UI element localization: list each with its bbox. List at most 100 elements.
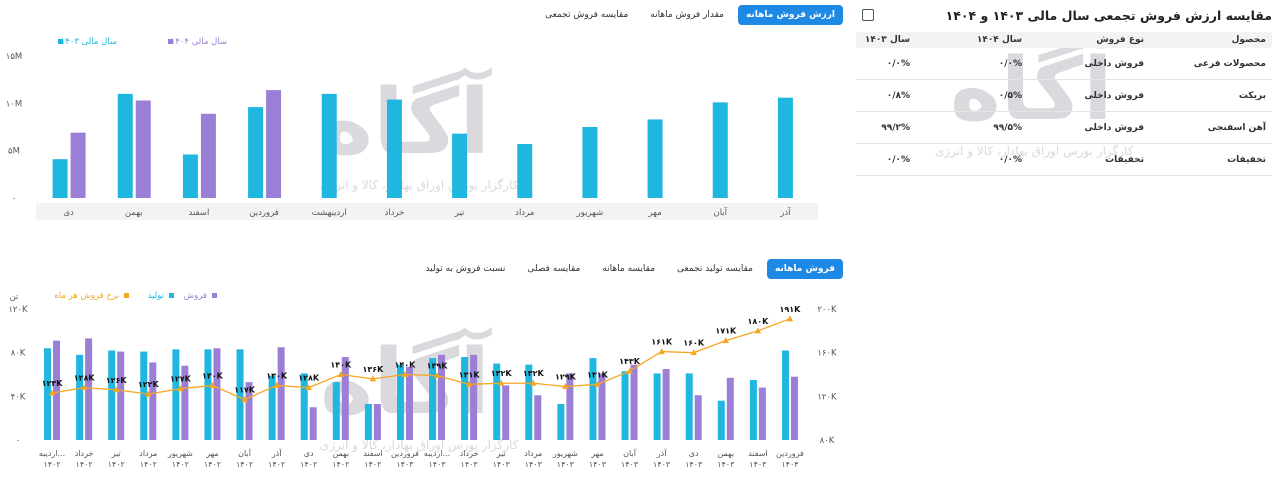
tab-monthly-comparison[interactable]: مقایسه ماهانه <box>602 264 656 274</box>
header-sale-type: نوع فروش <box>1028 32 1150 48</box>
rate-point <box>80 384 88 391</box>
tab-cumulative-production[interactable]: مقایسه تولید تجمعی <box>677 264 753 274</box>
rate-point <box>562 383 569 390</box>
bottom-chart-tabs: فروش ماهانه مقایسه تولید تجمعی مقایسه ما… <box>417 259 843 279</box>
x-tick-label: مرداد <box>515 208 534 218</box>
bar-production <box>589 358 597 440</box>
tab-monthly-sales-value[interactable]: ارزش فروش ماهانه <box>737 5 843 25</box>
bar-production <box>749 379 757 440</box>
x-tick-label: مهر <box>647 208 661 218</box>
cell-1404: ۰/۰% <box>916 48 1028 80</box>
left-y-tick-label: ۱۲۰K <box>8 305 28 315</box>
left-y-tick-label: ۰ <box>16 436 21 446</box>
table-row: آهن اسفنجی فروش داخلی ۹۹/۵% ۹۹/۲% <box>856 111 1272 144</box>
top-chart-tabs: ارزش فروش ماهانه مقدار فروش ماهانه مقایس… <box>537 5 843 25</box>
bar-1403 <box>582 127 598 198</box>
bar-production <box>781 350 789 440</box>
rate-point <box>433 372 441 379</box>
left-y-tick-label: ۴۰K <box>11 392 26 402</box>
rate-point <box>241 396 248 403</box>
x-tick-year: ۱۴۰۳ <box>493 460 511 469</box>
right-y-tick-label: ۱۲۰K <box>817 392 837 402</box>
bar-sales <box>438 354 446 440</box>
tab-monthly-sales[interactable]: فروش ماهانه <box>766 259 843 279</box>
rate-point <box>369 375 377 382</box>
tab-cumulative-sales-comparison[interactable]: مقایسه فروش تجمعی <box>545 10 629 20</box>
x-tick-year: ۱۴۰۳ <box>396 460 414 469</box>
x-tick-month: اسفند <box>748 449 768 458</box>
bar-1404 <box>200 113 216 198</box>
rate-data-label: ۱۷۱K <box>715 327 737 336</box>
bar-production <box>300 373 308 440</box>
cell-product: آهن اسفنجی <box>1150 111 1272 144</box>
x-tick-year: ۱۴۰۳ <box>557 460 575 469</box>
rate-point <box>498 379 505 386</box>
rate-point <box>754 327 762 334</box>
table-header-row: محصول نوع فروش سال ۱۴۰۴ سال ۱۴۰۳ <box>856 32 1272 48</box>
x-tick-year: ۱۴۰۳ <box>685 460 703 469</box>
bar-production <box>268 375 276 440</box>
x-tick-label: خرداد <box>384 208 404 218</box>
x-tick-month: شهریور <box>552 449 578 458</box>
x-tick-year: ۱۴۰۳ <box>717 460 735 469</box>
y-tick-label: ۱۵M <box>6 52 22 62</box>
rate-point <box>465 380 473 387</box>
cell-1403: ۹۹/۲% <box>856 111 916 144</box>
legend-label: نرخ فروش هر ماه <box>54 291 119 301</box>
tab-seasonal-comparison[interactable]: مقایسه فصلی <box>527 264 581 274</box>
legend-swatch <box>124 293 129 298</box>
bar-1403 <box>182 154 198 198</box>
legend-swatch <box>212 293 217 298</box>
rate-data-label: ۱۳۱K <box>459 370 481 379</box>
x-tick-year: ۱۴۰۳ <box>428 460 446 469</box>
y-tick-label: ۰ <box>12 194 17 204</box>
table-icon[interactable] <box>862 9 874 21</box>
x-tick-label: اسفند <box>189 208 210 218</box>
bar-production <box>557 403 565 440</box>
bar-1403 <box>117 93 133 198</box>
tab-sales-to-production-ratio[interactable]: نسبت فروش به تولید <box>425 264 506 274</box>
x-tick-month: مرداد <box>524 449 542 458</box>
tab-monthly-sales-quantity[interactable]: مقدار فروش ماهانه <box>650 10 724 20</box>
rate-data-label: ۱۳۶K <box>362 365 384 374</box>
rate-data-label: ۱۳۰K <box>266 371 288 380</box>
bar-production <box>461 357 469 440</box>
bar-sales <box>309 407 317 440</box>
bar-production <box>108 350 116 440</box>
rate-data-label: ۱۴۳K <box>619 357 641 366</box>
left-axis-label: تن <box>10 292 19 302</box>
bar-production <box>172 349 180 440</box>
rate-data-label: ۱۳۱K <box>587 370 609 379</box>
bar-1403 <box>517 144 533 198</box>
x-tick-year: ۱۴۰۴ <box>781 460 798 469</box>
x-tick-year: ۱۴۰۲ <box>236 460 253 469</box>
bar-sales <box>213 348 221 440</box>
bar-sales <box>85 338 93 440</box>
bar-production <box>332 382 340 440</box>
cell-1403: ۰/۰% <box>856 143 916 176</box>
rate-point <box>594 380 601 387</box>
bar-production <box>493 363 501 440</box>
bar-production <box>717 400 725 440</box>
x-tick-month: آذر <box>656 448 667 458</box>
x-tick-year: ۱۴۰۲ <box>108 460 125 469</box>
x-axis-band <box>36 203 818 220</box>
cell-sale-type: فروش داخلی <box>1028 79 1150 112</box>
rate-point <box>626 367 633 374</box>
rate-point <box>337 371 344 377</box>
x-tick-label: شهریور <box>576 208 604 218</box>
legend-swatch <box>58 39 63 44</box>
rate-data-label: ۱۲۸K <box>74 374 96 383</box>
rate-point <box>690 349 697 356</box>
header-year-1404: سال ۱۴۰۴ <box>916 32 1028 48</box>
x-tick-label: تیر <box>454 208 465 218</box>
bar-sales <box>726 377 734 440</box>
right-y-tick-label: ۸۰K <box>820 436 835 446</box>
bar-sales <box>598 373 606 440</box>
legend-label: تولید <box>148 291 165 301</box>
bar-1403 <box>52 159 68 198</box>
bar-production <box>653 373 661 440</box>
x-tick-year: ۱۴۰۲ <box>43 460 60 469</box>
x-tick-month: اسفند <box>363 449 383 458</box>
x-tick-month: دی <box>689 449 699 458</box>
